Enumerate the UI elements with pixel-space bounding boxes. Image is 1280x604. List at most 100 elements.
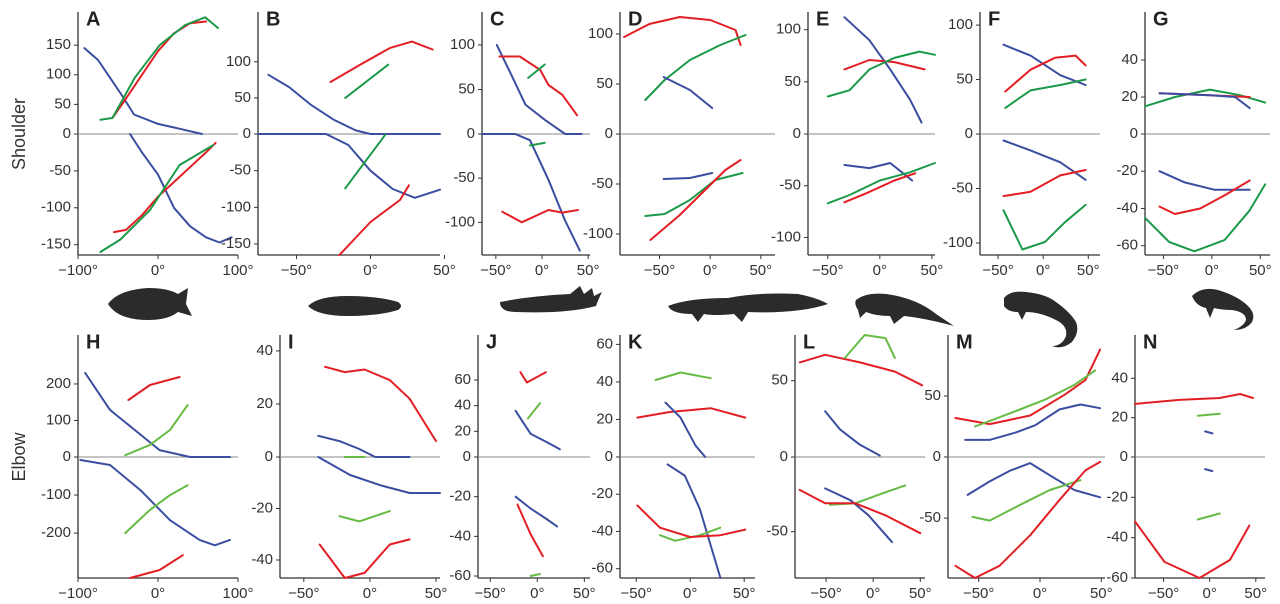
x-tick-label: 50° [577,262,600,279]
y-tick-label: -100 [583,225,613,242]
curve [127,376,181,401]
y-tick-label: 50 [956,71,973,88]
curve [519,371,547,384]
curve [1204,468,1214,473]
x-tick-label: −50° [810,585,841,602]
y-tick-label: -40 [449,527,471,544]
curve [649,159,742,241]
curve [659,526,722,542]
panel-label: H [86,331,100,353]
y-tick-label: 20 [1111,409,1128,426]
curve [124,404,189,457]
x-tick-label: 50° [921,262,944,279]
curve [529,141,546,147]
y-tick-label: 60 [596,335,613,352]
y-tick-label: -150 [221,235,251,252]
x-tick-label: 0° [535,262,549,279]
tetrapodomorph-icon [500,286,602,313]
curve [1204,430,1214,435]
curve [843,59,926,71]
curve [344,133,387,190]
y-tick-label: 0 [933,448,941,465]
y-tick-label: 0 [63,448,71,465]
x-tick-label: −50° [812,262,843,279]
curve [964,403,1102,441]
x-tick-label: 50° [1249,262,1272,279]
curve [1158,92,1251,110]
curve [654,371,712,381]
curve [664,401,707,458]
curve [636,407,747,419]
panel-label: C [490,8,504,30]
y-tick-label: 20 [256,395,273,412]
y-tick-label: 0 [780,448,788,465]
y-tick-label: 50 [458,80,475,97]
x-tick-label: 0° [1205,262,1219,279]
curve [798,353,924,387]
panel-label: F [988,8,1000,30]
y-tick-label: -40 [1106,529,1128,546]
row-label: Shoulder [9,98,29,170]
curve [113,141,217,234]
y-tick-label: -20 [591,485,613,502]
y-tick-label: -100 [221,198,251,215]
y-tick-label: -50 [591,175,613,192]
curve [843,16,923,124]
curve [1134,393,1254,405]
x-tick-label: −50° [963,585,994,602]
y-tick-label: 40 [454,397,471,414]
x-tick-label: 50° [749,262,772,279]
amniote-icon [855,293,954,326]
curve [644,34,747,101]
panel-label: B [266,8,280,30]
curve [338,510,391,523]
curve [1196,412,1221,417]
y-tick-label: -150 [41,236,71,253]
y-tick-label: 40 [1121,51,1138,68]
curve [514,409,561,451]
x-tick-label: −50° [475,585,506,602]
y-tick-label: 50 [771,372,788,389]
y-tick-label: -60 [591,560,613,577]
y-tick-label: 150 [46,36,71,53]
y-tick-label: -50 [951,179,973,196]
curve [826,162,936,205]
y-tick-label: 40 [1111,369,1128,386]
panel-label: I [288,331,294,353]
curve [824,410,881,457]
y-tick-label: -50 [49,162,71,179]
curve [344,63,390,99]
curve [501,209,579,224]
curve [527,63,546,79]
fish-icon [108,288,192,320]
x-tick-label: 0° [151,262,165,279]
curve [826,50,936,98]
x-tick-label: 0° [151,585,165,602]
y-tick-label: 100 [450,36,475,53]
y-tick-label: 0 [467,125,475,142]
y-tick-label: -40 [1116,199,1138,216]
y-tick-label: 100 [948,16,973,33]
x-tick-label: 0° [866,585,880,602]
panel-label: M [956,331,973,353]
curve [257,133,441,199]
panel-label: N [1143,331,1157,353]
curve [1134,520,1251,579]
y-tick-label: 0 [243,125,251,142]
salamander-icon [1004,291,1078,348]
y-tick-label: -200 [41,524,71,541]
x-tick-label: 50° [1244,585,1267,602]
y-tick-label: 200 [46,375,71,392]
curve [99,144,215,253]
curve [516,503,544,558]
x-tick-label: 50° [733,585,756,602]
y-tick-label: -20 [251,499,273,516]
x-tick-label: 0° [1033,585,1047,602]
panel-label: D [628,8,642,30]
y-tick-label: 0 [1130,125,1138,142]
y-tick-label: -100 [771,228,801,245]
curve [99,16,219,121]
x-tick-label: −50° [620,585,651,602]
curve [84,372,231,458]
y-tick-label: 50 [596,75,613,92]
